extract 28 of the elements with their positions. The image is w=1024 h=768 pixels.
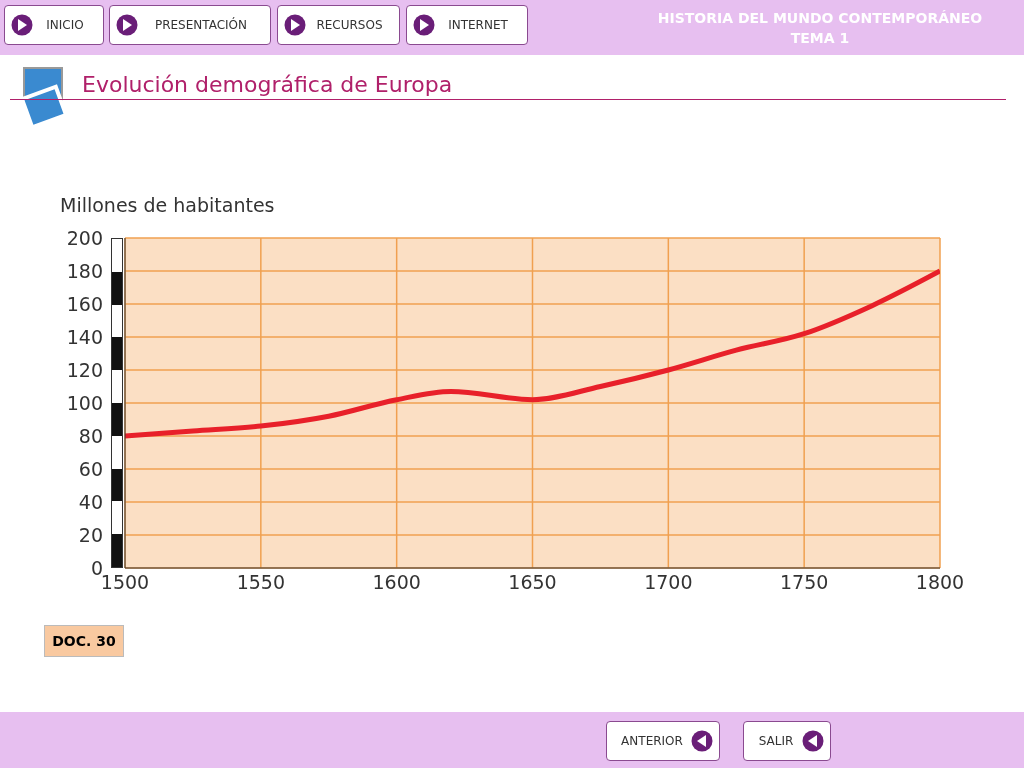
text: INTERNET xyxy=(447,18,509,32)
text: ANTERIOR xyxy=(620,734,684,748)
y-tick-label: 80 xyxy=(78,424,103,447)
text: SALIR xyxy=(757,734,795,748)
y-tick-label: 200 xyxy=(66,226,103,249)
chart-title: Evolución demográfica de Europa xyxy=(82,72,453,97)
x-tick-label: 1750 xyxy=(779,571,829,594)
text: DOC. 30 xyxy=(44,625,124,657)
y-tick-label: 180 xyxy=(66,259,103,282)
x-tick-label: 1650 xyxy=(508,571,557,594)
x-tick-label: 1700 xyxy=(644,571,693,594)
text: TEMA 1 xyxy=(789,29,851,48)
y-tick-label: 160 xyxy=(66,292,103,315)
y-tick-label: 60 xyxy=(78,457,103,480)
x-tick-label: 1600 xyxy=(372,571,421,594)
text: PRESENTACIÓN xyxy=(153,18,249,32)
y-tick-label: 120 xyxy=(66,358,103,381)
y-tick-label: 0 xyxy=(90,556,103,579)
x-tick-label: 1550 xyxy=(236,571,286,594)
text: RECURSOS xyxy=(315,18,384,32)
y-tick-label: 20 xyxy=(78,523,103,546)
y-tick-label: 100 xyxy=(66,391,103,414)
y-tick-label: 140 xyxy=(66,325,103,348)
text: INICIO xyxy=(45,18,85,32)
y-tick-label: 40 xyxy=(78,490,103,513)
text: HISTORIA DEL MUNDO CONTEMPORÁNEO xyxy=(656,9,984,28)
y-axis-title: Millones de habitantes xyxy=(60,194,275,216)
x-tick-label: 1800 xyxy=(915,571,965,594)
